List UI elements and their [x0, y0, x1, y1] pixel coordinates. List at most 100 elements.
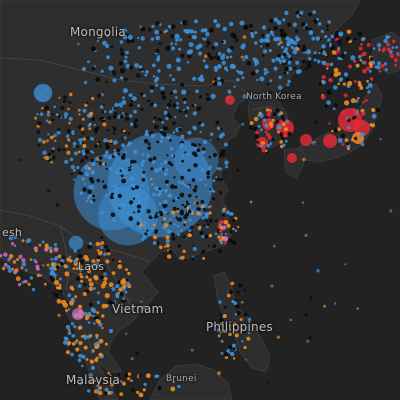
map-dot [92, 316, 96, 320]
map-dot [304, 233, 308, 237]
map-dot [265, 42, 270, 48]
map-dot [220, 132, 225, 137]
map-dot [263, 72, 267, 76]
map-dot [243, 289, 247, 292]
map-dot [280, 133, 283, 137]
map-dot [262, 118, 266, 122]
map-dot [124, 55, 128, 59]
map-dot [161, 121, 165, 124]
map-dot [335, 31, 339, 35]
map-dot [93, 287, 96, 290]
map-dot [226, 293, 231, 298]
map-dot [129, 114, 133, 118]
map-dot [280, 45, 284, 49]
map-dot [88, 302, 93, 307]
map-dot [96, 255, 101, 260]
map-dot [66, 257, 71, 262]
map-dot [206, 92, 210, 96]
map-dot [140, 300, 143, 303]
map-dot [80, 275, 84, 279]
map-dot [326, 100, 331, 105]
map-dot [72, 145, 75, 148]
map-dot [341, 142, 345, 146]
map-dot [366, 86, 369, 90]
map-dot [172, 103, 177, 108]
map-dot [112, 184, 116, 187]
map-dot [114, 185, 118, 189]
map-dot [55, 203, 60, 207]
map-dot [194, 185, 198, 189]
map-dot [169, 218, 172, 221]
map-dot [99, 105, 104, 109]
map-dot [366, 79, 369, 83]
map-dot [79, 269, 83, 273]
map-dot [142, 171, 146, 174]
map-dot [82, 137, 86, 141]
map-dot [50, 271, 54, 275]
map-dot [62, 148, 66, 151]
map-dot [105, 150, 109, 155]
map-dot [155, 35, 160, 41]
map-dot [54, 139, 57, 142]
map-dot [388, 48, 392, 52]
map-dot [201, 149, 206, 155]
map-dot [170, 232, 175, 237]
map-dot [104, 141, 109, 146]
map-dot [162, 132, 167, 137]
map-dot [42, 264, 45, 267]
map-dot [176, 224, 180, 228]
map-dot [187, 91, 190, 94]
map-dot [109, 139, 113, 143]
map-dot [121, 111, 125, 115]
map-dot [114, 170, 119, 175]
map-dot [228, 21, 234, 27]
map-dot [261, 33, 265, 38]
map-dot [154, 124, 159, 129]
map-dot [186, 49, 192, 55]
map-dot [249, 200, 253, 204]
map-dot [125, 332, 128, 335]
map-dot [89, 334, 93, 338]
map-dot [288, 66, 293, 71]
map-dot [142, 223, 147, 228]
map-dot [273, 244, 276, 248]
map-dot [281, 58, 287, 64]
map-dot [242, 94, 247, 99]
map-dot [216, 126, 221, 130]
map-dot [98, 338, 104, 344]
map-dot [140, 92, 144, 96]
map-dot [169, 91, 173, 95]
map-dot [223, 241, 227, 245]
map-dot [51, 147, 55, 151]
map-dot [152, 75, 156, 78]
cluster-japan-6 [287, 153, 297, 163]
map-dot [50, 160, 53, 164]
map-dot [146, 154, 150, 158]
map-dot [281, 122, 286, 127]
map-dot [283, 71, 287, 75]
map-dot [53, 105, 56, 109]
map-dot [362, 68, 367, 74]
map-dot [277, 36, 282, 41]
map-dot [381, 48, 386, 53]
map-dot [337, 46, 341, 50]
map-dot [87, 124, 91, 128]
map-dot [87, 189, 92, 195]
map-dot [283, 127, 289, 132]
map-dot [280, 114, 284, 118]
map-dot [359, 86, 364, 90]
map-dot [221, 60, 226, 65]
map-dot [254, 59, 260, 65]
map-dot [130, 224, 133, 227]
map-dot [164, 179, 169, 184]
map-dot [249, 121, 254, 126]
map-dot [141, 173, 146, 178]
map-dot [234, 229, 238, 232]
map-dot [292, 49, 298, 55]
map-dot [163, 188, 169, 193]
map-dot [76, 145, 79, 148]
map-dot [71, 132, 75, 135]
map-dot [150, 37, 155, 41]
